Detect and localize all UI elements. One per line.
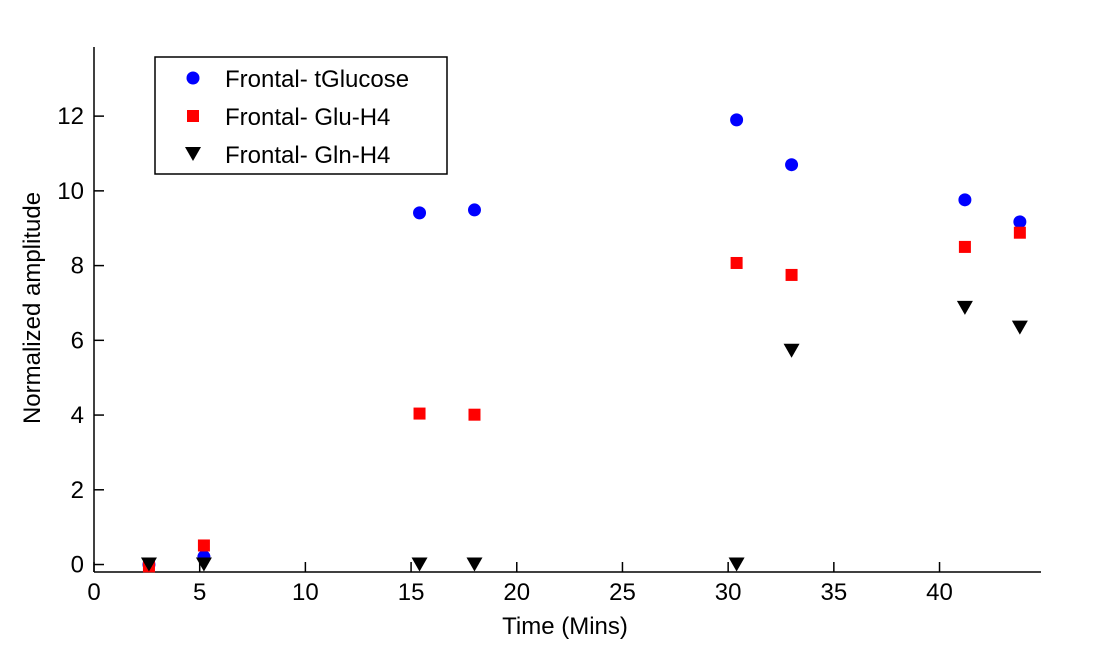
data-marks: [140, 113, 1028, 573]
y-tick-label: 4: [71, 402, 84, 429]
data-point-circle: [413, 206, 427, 220]
x-tick-label: 5: [193, 579, 206, 606]
data-point-circle: [958, 193, 972, 207]
y-tick-label: 10: [57, 178, 84, 205]
x-tick-label: 25: [609, 579, 636, 606]
legend-marker-triangle-down: [185, 147, 201, 161]
x-tick-label: 15: [398, 579, 425, 606]
x-tick-label: 30: [715, 579, 742, 606]
legend: Frontal- tGlucose Frontal- Glu-H4 Frontal-…: [154, 56, 448, 175]
data-point-triangle-down: [411, 557, 428, 572]
x-tick-label: 35: [820, 579, 847, 606]
y-tick-label: 2: [71, 477, 84, 504]
x-tick-label: 0: [87, 579, 100, 606]
y-tick-label: 8: [71, 253, 84, 280]
data-point-triangle-down: [1011, 320, 1028, 335]
legend-box: [154, 56, 448, 175]
data-point-square: [413, 407, 426, 420]
legend-label: Frontal- Gln-H4: [225, 142, 390, 169]
axes: 0 5 10 15 20 25 30 35 40 0 2 4 6 8 10 12: [57, 47, 1041, 606]
data-point-square: [785, 268, 798, 281]
data-point-triangle-down: [728, 557, 745, 572]
legend-label: Frontal- tGlucose: [225, 66, 409, 93]
data-point-triangle-down: [956, 300, 973, 315]
x-tick-label: 10: [292, 579, 319, 606]
data-point-circle: [730, 113, 744, 127]
y-axis-label: Normalized amplitude: [19, 192, 46, 424]
data-point-triangle-down: [195, 557, 212, 572]
x-tick-label: 40: [926, 579, 953, 606]
data-point-square: [730, 256, 743, 269]
data-point-square: [958, 240, 971, 253]
data-point-circle: [785, 158, 799, 172]
data-point-circle: [467, 203, 481, 217]
data-point-triangle-down: [140, 557, 157, 572]
y-tick-label: 12: [57, 103, 84, 130]
data-point-triangle-down: [466, 557, 483, 572]
legend-marker-circle: [186, 71, 200, 85]
y-tick-label: 0: [71, 552, 84, 579]
data-point-square: [468, 408, 481, 421]
data-point-square: [1013, 226, 1026, 239]
legend-label: Frontal- Glu-H4: [225, 104, 390, 131]
x-axis-label: Time (Mins): [502, 613, 628, 640]
data-point-square: [197, 539, 210, 552]
data-point-circle: [1013, 215, 1027, 229]
legend-marker-square: [187, 110, 199, 122]
y-tick-label: 6: [71, 327, 84, 354]
data-point-triangle-down: [783, 343, 800, 358]
x-tick-label: 20: [503, 579, 530, 606]
